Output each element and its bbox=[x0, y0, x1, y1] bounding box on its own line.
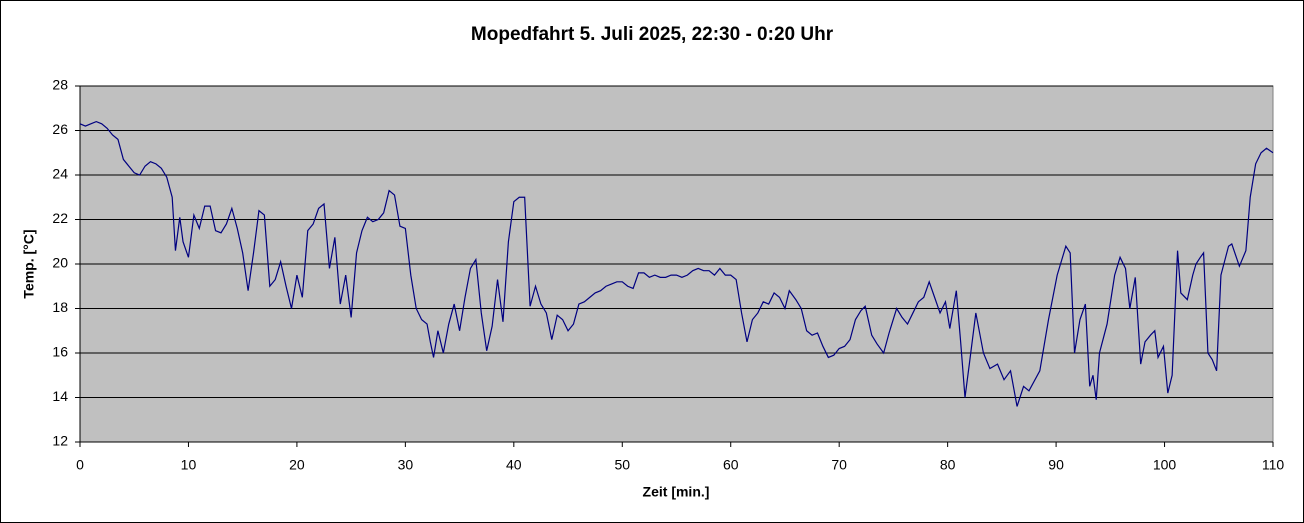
x-tick-label: 60 bbox=[723, 457, 739, 473]
x-axis-label: Zeit [min.] bbox=[643, 484, 710, 500]
x-tick-label: 40 bbox=[506, 457, 522, 473]
y-tick-label: 16 bbox=[52, 344, 68, 360]
y-tick-label: 12 bbox=[52, 433, 68, 449]
data-line bbox=[79, 120, 1274, 407]
x-tick-label: 90 bbox=[1048, 457, 1064, 473]
x-tick-label: 110 bbox=[1262, 457, 1285, 473]
y-tick-label: 22 bbox=[52, 210, 68, 226]
x-tick-label: 80 bbox=[940, 457, 956, 473]
x-tick-label: 10 bbox=[181, 457, 197, 473]
x-tick-label: 70 bbox=[831, 457, 847, 473]
y-tick-label: 28 bbox=[52, 77, 68, 93]
x-tick-label: 20 bbox=[289, 457, 305, 473]
y-tick-label: 14 bbox=[52, 388, 68, 404]
y-tick-label: 26 bbox=[52, 121, 68, 137]
x-tick-label: 0 bbox=[76, 457, 84, 473]
y-axis-label: Temp. [°C] bbox=[21, 229, 37, 298]
chart-title: Mopedfahrt 5. Juli 2025, 22:30 - 0:20 Uh… bbox=[471, 24, 834, 45]
y-tick-label: 18 bbox=[52, 299, 68, 315]
y-tick-label: 24 bbox=[52, 166, 68, 182]
x-tick-label: 100 bbox=[1153, 457, 1177, 473]
y-tick-label: 20 bbox=[52, 255, 68, 271]
x-tick-label: 50 bbox=[614, 457, 630, 473]
x-tick-label: 30 bbox=[398, 457, 414, 473]
